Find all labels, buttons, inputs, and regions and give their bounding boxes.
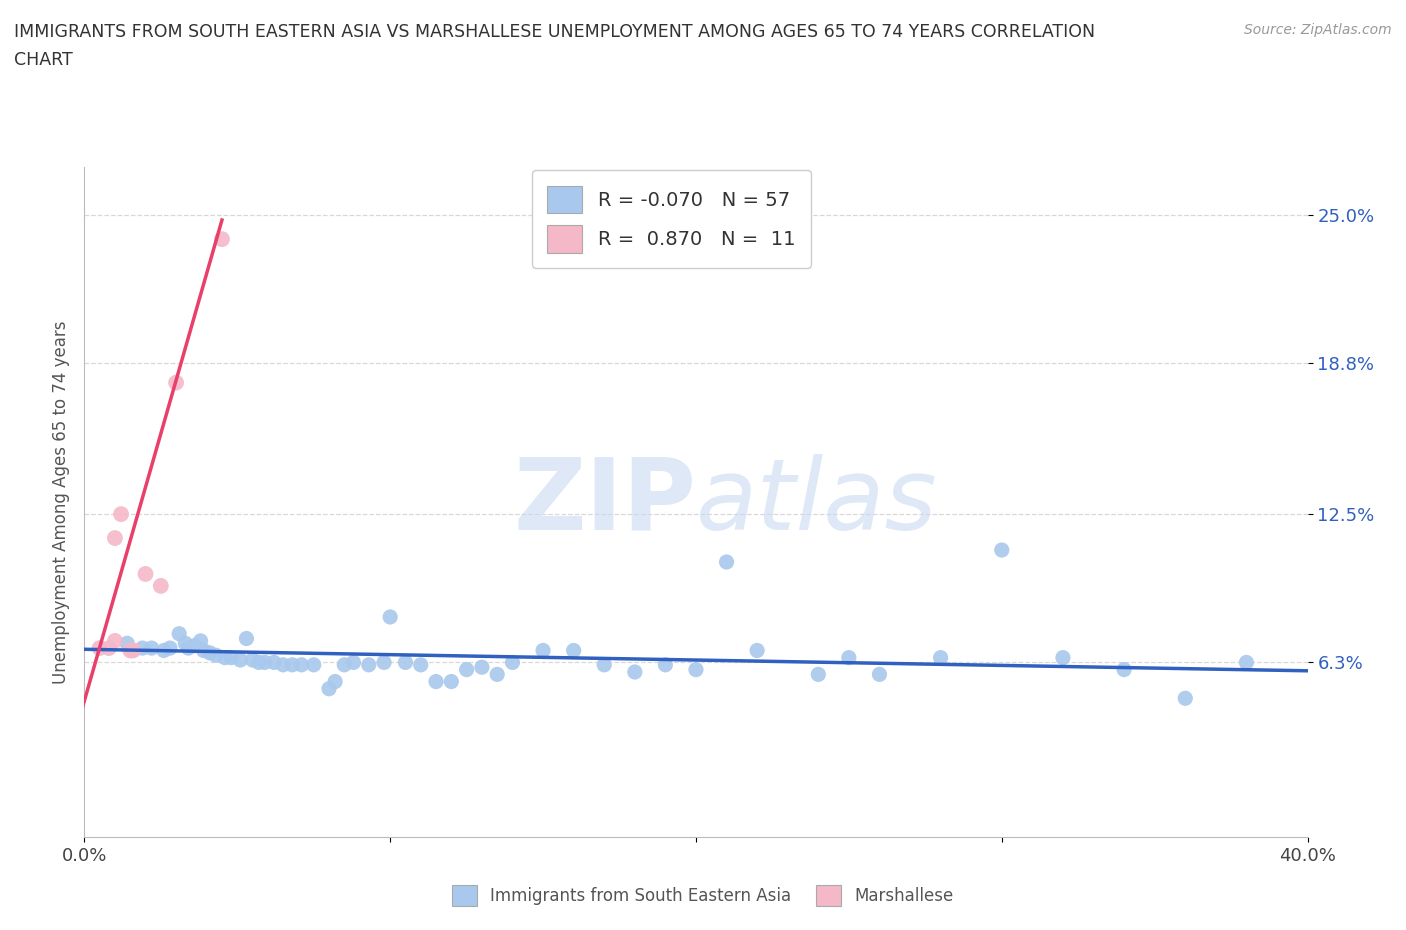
- Point: [183, 638, 205, 653]
- Point: [167, 626, 190, 641]
- Point: [302, 658, 325, 672]
- Point: [229, 653, 252, 668]
- Point: [318, 682, 340, 697]
- Point: [120, 643, 142, 658]
- Point: [562, 643, 585, 658]
- Legend: R = -0.070   N = 57, R =  0.870   N =  11: R = -0.070 N = 57, R = 0.870 N = 11: [531, 170, 811, 268]
- Point: [211, 232, 233, 246]
- Point: [242, 653, 264, 668]
- Point: [205, 648, 228, 663]
- Point: [104, 531, 127, 546]
- Point: [869, 667, 891, 682]
- Text: IMMIGRANTS FROM SOUTH EASTERN ASIA VS MARSHALLESE UNEMPLOYMENT AMONG AGES 65 TO : IMMIGRANTS FROM SOUTH EASTERN ASIA VS MA…: [14, 23, 1095, 41]
- Point: [122, 643, 145, 658]
- Point: [247, 655, 270, 670]
- Point: [373, 655, 395, 670]
- Point: [1052, 650, 1074, 665]
- Point: [502, 655, 524, 670]
- Point: [271, 658, 294, 672]
- Point: [685, 662, 707, 677]
- Point: [198, 645, 221, 660]
- Point: [486, 667, 509, 682]
- Point: [263, 655, 285, 670]
- Point: [357, 658, 380, 672]
- Point: [531, 643, 554, 658]
- Point: [290, 658, 312, 672]
- Point: [153, 643, 176, 658]
- Point: [97, 641, 120, 656]
- Point: [190, 633, 212, 648]
- Text: atlas: atlas: [696, 454, 938, 551]
- Point: [235, 631, 257, 646]
- Legend: Immigrants from South Eastern Asia, Marshallese: Immigrants from South Eastern Asia, Mars…: [446, 879, 960, 912]
- Point: [219, 650, 242, 665]
- Point: [838, 650, 860, 665]
- Point: [807, 667, 830, 682]
- Point: [135, 566, 157, 581]
- Point: [425, 674, 447, 689]
- Point: [174, 636, 197, 651]
- Point: [110, 507, 132, 522]
- Point: [193, 643, 215, 658]
- Point: [253, 655, 276, 670]
- Point: [471, 659, 494, 674]
- Point: [624, 665, 647, 680]
- Point: [214, 650, 236, 665]
- Point: [165, 375, 187, 390]
- Y-axis label: Unemployment Among Ages 65 to 74 years: Unemployment Among Ages 65 to 74 years: [52, 321, 70, 684]
- Point: [1114, 662, 1136, 677]
- Point: [1234, 655, 1257, 670]
- Point: [394, 655, 416, 670]
- Point: [1174, 691, 1197, 706]
- Point: [323, 674, 346, 689]
- Point: [281, 658, 304, 672]
- Point: [929, 650, 952, 665]
- Point: [131, 641, 153, 656]
- Point: [333, 658, 356, 672]
- Point: [177, 641, 200, 656]
- Point: [456, 662, 478, 677]
- Text: ZIP: ZIP: [513, 454, 696, 551]
- Point: [409, 658, 432, 672]
- Point: [115, 636, 138, 651]
- Point: [440, 674, 463, 689]
- Point: [654, 658, 676, 672]
- Point: [159, 641, 181, 656]
- Point: [380, 609, 402, 624]
- Point: [104, 633, 127, 648]
- Text: Source: ZipAtlas.com: Source: ZipAtlas.com: [1244, 23, 1392, 37]
- Point: [716, 554, 738, 569]
- Point: [991, 542, 1014, 557]
- Point: [747, 643, 769, 658]
- Point: [593, 658, 616, 672]
- Point: [89, 641, 111, 656]
- Point: [149, 578, 172, 593]
- Point: [141, 641, 163, 656]
- Text: CHART: CHART: [14, 51, 73, 69]
- Point: [342, 655, 364, 670]
